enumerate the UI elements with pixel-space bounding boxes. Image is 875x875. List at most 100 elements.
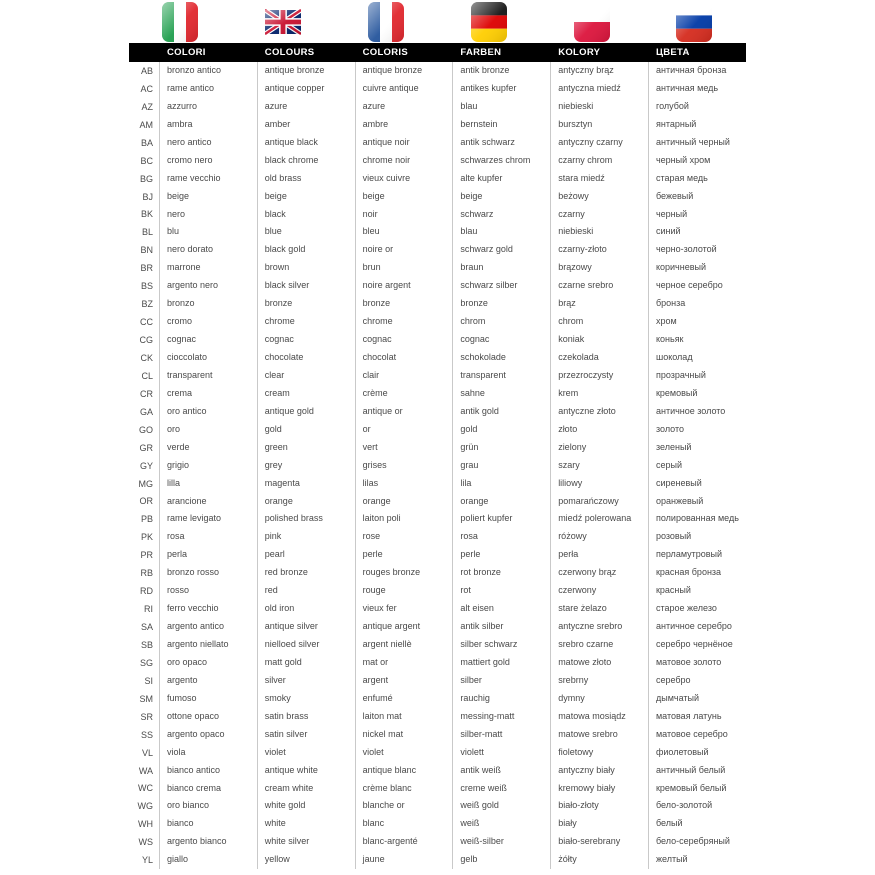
color-name-cell-fr: antique or (354, 402, 453, 421)
color-name-cell-ru: черный (647, 205, 748, 224)
table-row: BL blu blue bleu blau niebieski синий (129, 223, 746, 242)
color-name-cell-fr: bronze (354, 295, 453, 314)
table-row: YL giallo yellow jaune gelb żółty желтый (129, 851, 746, 870)
color-name-cell-it: transparent (159, 366, 257, 385)
color-name-cell-it: argento (159, 671, 257, 690)
color-name-cell-en: antique gold (256, 402, 355, 421)
table-row: AZ azzurro azure azure blau niebieski голубой (129, 97, 746, 116)
table-row: WS argento bianco white silver blanc-argent… (129, 833, 746, 852)
flag-cell-polish (540, 0, 643, 43)
color-name-cell-de: schwarz gold (452, 241, 550, 260)
color-name-cell-en: matt gold (256, 653, 355, 672)
color-name-cell-de: silber schwarz (452, 636, 550, 654)
table-header-bar: COLORI COLOURS COLORIS FARBEN KOLORY ЦВЕ… (129, 43, 746, 62)
color-name-cell-it: argento antico (159, 618, 257, 636)
color-name-cell-en: white (256, 815, 355, 834)
color-name-cell-de: lila (452, 474, 550, 493)
color-name-cell-fr: vieux cuivre (354, 169, 453, 188)
color-name-cell-ru: черно-золотой (647, 241, 748, 260)
column-header-colori: COLORI (167, 47, 206, 58)
color-name-cell-fr: antique bronze (354, 62, 453, 80)
color-name-cell-it: cromo (159, 313, 257, 332)
color-name-cell-en: beige (256, 187, 355, 206)
color-name-cell-fr: antique noir (354, 133, 453, 152)
color-name-cell-en: antique white (256, 761, 355, 780)
color-name-cell-it: verde (159, 438, 257, 457)
color-name-cell-it: ottone opaco (159, 707, 257, 726)
color-code-cell: WA (138, 765, 153, 776)
table-row: BJ beige beige beige beige beżowy бежевый (129, 187, 746, 206)
color-name-cell-en: chocolate (256, 349, 355, 367)
color-name-cell-en: satin silver (256, 725, 355, 744)
color-name-cell-fr: laiton poli (354, 510, 453, 529)
color-name-cell-ru: серый (647, 456, 748, 475)
color-code-cell: SI (144, 675, 153, 686)
color-code-cell: SA (140, 622, 153, 633)
color-name-cell-pl: srebro czarne (550, 636, 648, 654)
flag-france-icon (367, 2, 404, 42)
color-name-cell-de: weiß gold (452, 797, 550, 816)
color-name-cell-it: argento opaco (159, 725, 257, 744)
color-name-cell-fr: argent (354, 671, 453, 690)
color-name-cell-ru: фиолетовый (647, 743, 748, 762)
color-name-cell-pl: biało-złoty (550, 797, 648, 816)
color-name-cell-de: blau (452, 223, 550, 242)
color-name-cell-de: schwarz (452, 205, 550, 224)
color-name-cell-pl: miedź polerowana (550, 510, 648, 529)
color-name-cell-en: brown (256, 259, 355, 278)
color-name-cell-ru: розовый (647, 528, 748, 547)
color-name-cell-it: perla (159, 546, 257, 565)
color-name-cell-de: silber (452, 671, 550, 690)
color-name-cell-it: crema (159, 384, 257, 403)
color-name-cell-fr: crème blanc (354, 779, 453, 798)
column-header-cveta: ЦВЕТА (655, 47, 690, 58)
color-name-cell-ru: хром (647, 313, 748, 332)
color-name-cell-en: black (256, 205, 355, 224)
color-code-cell: RD (140, 586, 153, 597)
color-name-cell-de: antik gold (452, 402, 550, 421)
color-name-cell-de: braun (452, 259, 550, 278)
color-code-cell: BK (140, 209, 153, 220)
table-row: PR perla pearl perle perle perła перламутровый (129, 546, 746, 565)
color-code-cell: SM (139, 693, 154, 704)
color-name-cell-pl: antyczny biały (550, 761, 648, 780)
color-code-cell: WS (138, 837, 154, 848)
color-name-cell-en: pearl (256, 546, 355, 565)
flag-cell-german (437, 0, 540, 43)
color-code-cell: RI (144, 604, 153, 615)
table-row: MG lilla magenta lilas lila liliowy сиреневый (129, 474, 746, 493)
color-name-cell-fr: rouges bronze (354, 564, 453, 583)
color-name-cell-en: magenta (256, 474, 355, 493)
color-name-cell-de: antik silber (452, 618, 550, 636)
color-name-cell-de: schwarzes chrom (452, 151, 550, 170)
table-row: OR arancione orange orange orange pomarańczow… (129, 492, 746, 511)
table-row: SR ottone opaco satin brass laiton mat messi… (129, 707, 746, 726)
color-name-cell-it: bianco crema (159, 779, 257, 798)
color-name-cell-fr: blanche or (354, 797, 453, 816)
color-name-cell-ru: античный черный (647, 133, 748, 152)
color-name-cell-de: messing-matt (452, 707, 550, 726)
color-name-cell-de: antikes kupfer (452, 79, 550, 98)
color-name-cell-it: beige (159, 187, 257, 206)
column-header-kolory: KOLORY (558, 47, 601, 58)
color-code-cell: SB (140, 639, 153, 650)
color-code-cell: AM (139, 119, 154, 130)
table-row: SI argento silver argent silber srebrny серебр… (129, 671, 748, 690)
color-name-cell-it: argento niellato (159, 636, 257, 654)
color-name-cell-it: grigio (159, 456, 257, 475)
color-name-cell-ru: античная бронза (647, 62, 748, 80)
color-name-cell-pl: matowe srebro (550, 725, 648, 744)
color-code-cell: CL (141, 370, 153, 381)
color-name-cell-en: old iron (256, 600, 355, 619)
table-row: GY grigio grey grises grau szary серый (129, 456, 748, 475)
color-name-cell-pl: różowy (550, 528, 648, 547)
color-name-cell-ru: серебро (647, 671, 748, 690)
color-name-cell-it: oro bianco (159, 797, 257, 816)
color-name-cell-en: blue (256, 223, 355, 242)
table-row: SB argento niellato nielloed silver argent … (129, 636, 746, 654)
table-row: BG rame vecchio old brass vieux cuivre alte … (129, 169, 746, 188)
color-name-cell-en: cognac (256, 331, 355, 349)
color-name-cell-en: orange (256, 492, 355, 511)
color-name-cell-fr: cuivre antique (354, 79, 453, 98)
